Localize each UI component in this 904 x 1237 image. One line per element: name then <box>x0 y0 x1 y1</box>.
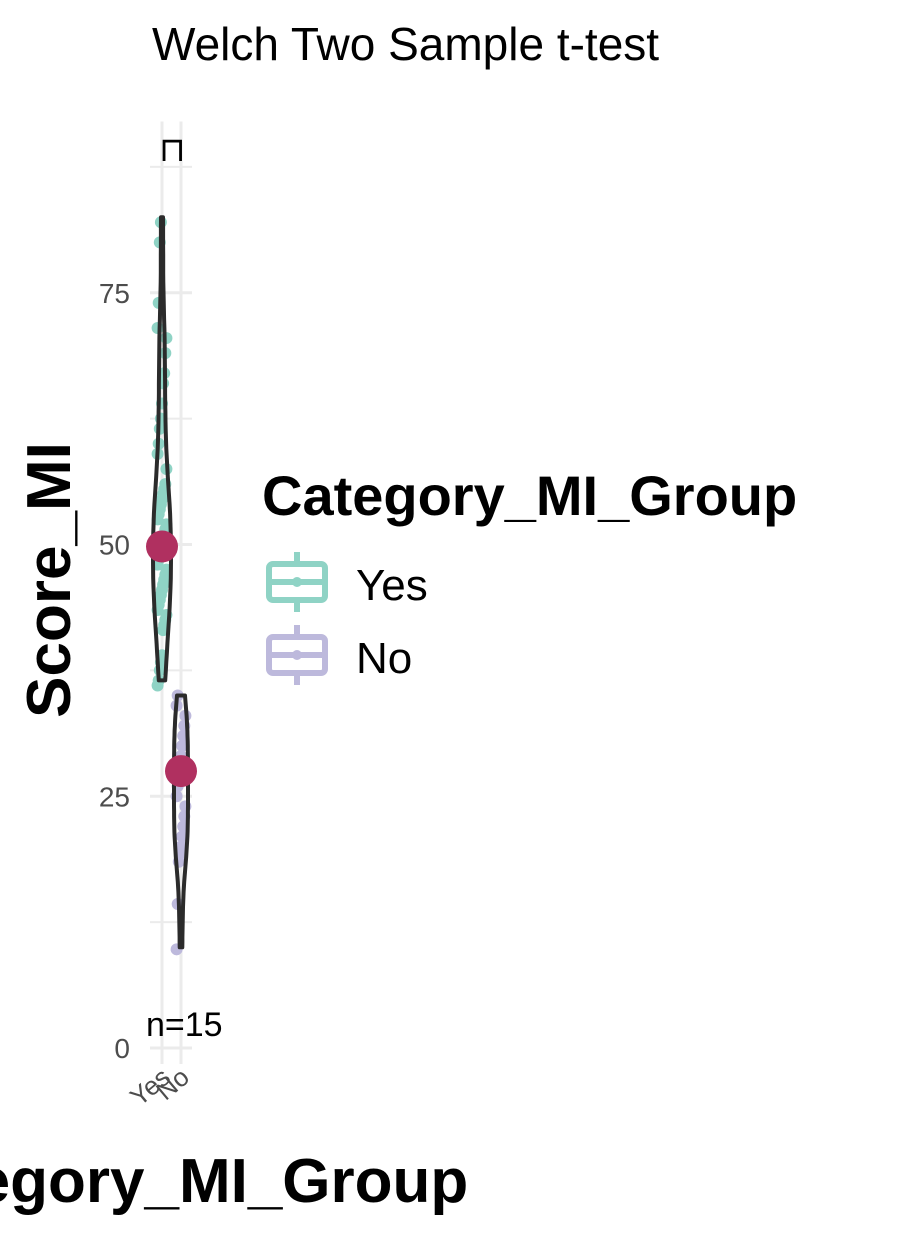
point-no <box>175 840 187 853</box>
y-axis-title: Score_MI <box>15 442 84 718</box>
y-tick-50: 50 <box>99 530 130 561</box>
y-tick-0: 0 <box>114 1033 130 1064</box>
mean-marker-yes <box>146 530 178 563</box>
sample-size-label: n=15 <box>146 1006 223 1044</box>
y-tick-25: 25 <box>99 781 130 812</box>
legend-label-yes: Yes <box>356 561 428 610</box>
significance-bracket: ⊓ <box>159 131 186 169</box>
point-no <box>176 830 189 843</box>
chart-title: Welch Two Sample t-test <box>152 18 659 70</box>
legend-key-no <box>266 625 328 685</box>
mean-markers <box>146 530 197 788</box>
point-no <box>176 739 189 752</box>
x-axis-title: Category_MI_Group <box>0 1147 468 1216</box>
legend-label-no: No <box>356 634 412 683</box>
legend-key-yes <box>266 552 328 612</box>
violin-no <box>172 693 190 950</box>
y-tick-75: 75 <box>99 278 130 309</box>
violin-yes <box>151 215 173 683</box>
legend: Category_MI_Group Yes No <box>262 464 797 685</box>
violins <box>151 215 190 950</box>
legend-keys <box>266 552 328 685</box>
mean-marker-no <box>165 755 197 788</box>
legend-title: Category_MI_Group <box>262 464 797 527</box>
